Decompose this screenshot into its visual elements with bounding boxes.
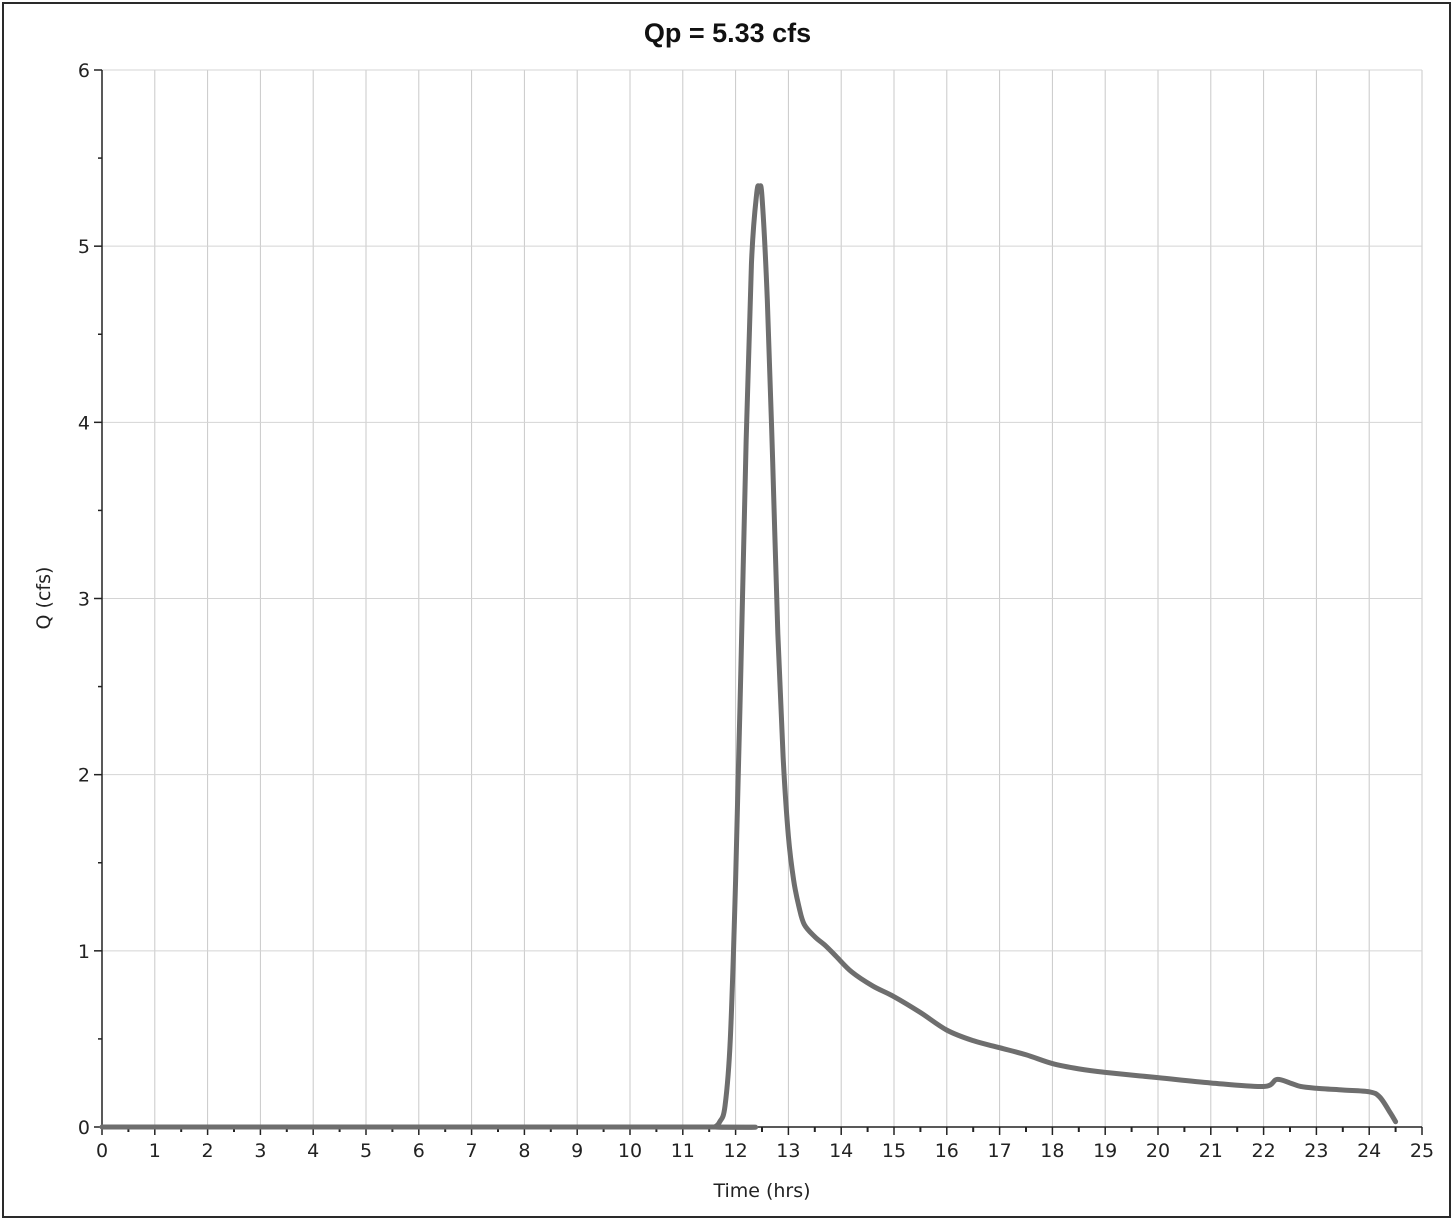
x-tick-label-15: 15 bbox=[882, 1140, 906, 1162]
x-tick-label-3: 3 bbox=[254, 1140, 266, 1162]
y-axis-label: Q (cfs) bbox=[33, 567, 55, 630]
x-tick-label-19: 19 bbox=[1093, 1140, 1117, 1162]
y-tick-label-2: 2 bbox=[78, 765, 90, 787]
x-tick-label-9: 9 bbox=[571, 1140, 583, 1162]
x-tick-label-22: 22 bbox=[1252, 1140, 1276, 1162]
x-tick-label-20: 20 bbox=[1146, 1140, 1170, 1162]
y-tick-label-5: 5 bbox=[78, 236, 90, 258]
x-tick-label-25: 25 bbox=[1410, 1140, 1434, 1162]
series-line-0 bbox=[99, 183, 1399, 1130]
x-tick-label-12: 12 bbox=[724, 1140, 748, 1162]
x-tick-label-6: 6 bbox=[413, 1140, 425, 1162]
x-tick-label-4: 4 bbox=[307, 1140, 319, 1162]
x-tick-label-23: 23 bbox=[1304, 1140, 1328, 1162]
x-tick-label-13: 13 bbox=[776, 1140, 800, 1162]
y-tick-label-1: 1 bbox=[78, 941, 90, 963]
x-tick-label-5: 5 bbox=[360, 1140, 372, 1162]
tick-marks bbox=[94, 69, 1423, 1135]
x-tick-label-8: 8 bbox=[518, 1140, 530, 1162]
grid-lines bbox=[102, 69, 1423, 1127]
chart-title: Qp = 5.33 cfs bbox=[643, 18, 812, 48]
y-tick-label-6: 6 bbox=[78, 60, 90, 82]
x-tick-label-7: 7 bbox=[466, 1140, 478, 1162]
x-tick-label-11: 11 bbox=[671, 1140, 695, 1162]
x-tick-label-14: 14 bbox=[829, 1140, 853, 1162]
y-tick-label-0: 0 bbox=[78, 1117, 90, 1139]
x-tick-label-16: 16 bbox=[935, 1140, 959, 1162]
y-tick-label-3: 3 bbox=[78, 589, 90, 611]
x-tick-label-0: 0 bbox=[96, 1140, 108, 1162]
x-tick-label-18: 18 bbox=[1040, 1140, 1064, 1162]
x-axis-label: Time (hrs) bbox=[712, 1180, 810, 1202]
x-tick-labels: 0 1 2 3 4 5 6 7 8 9 10 11 12 13 14 15 16 17 18 19 20 21 22 23 24… bbox=[96, 1140, 1434, 1162]
y-tick-labels: 0 1 2 3 4 5 6 bbox=[78, 60, 90, 1139]
x-tick-label-21: 21 bbox=[1199, 1140, 1223, 1162]
x-tick-label-24: 24 bbox=[1357, 1140, 1381, 1162]
x-tick-label-10: 10 bbox=[618, 1140, 642, 1162]
series-layer bbox=[99, 183, 1399, 1130]
x-tick-label-1: 1 bbox=[149, 1140, 161, 1162]
y-tick-label-4: 4 bbox=[78, 412, 90, 434]
x-tick-label-17: 17 bbox=[988, 1140, 1012, 1162]
x-tick-label-2: 2 bbox=[202, 1140, 214, 1162]
